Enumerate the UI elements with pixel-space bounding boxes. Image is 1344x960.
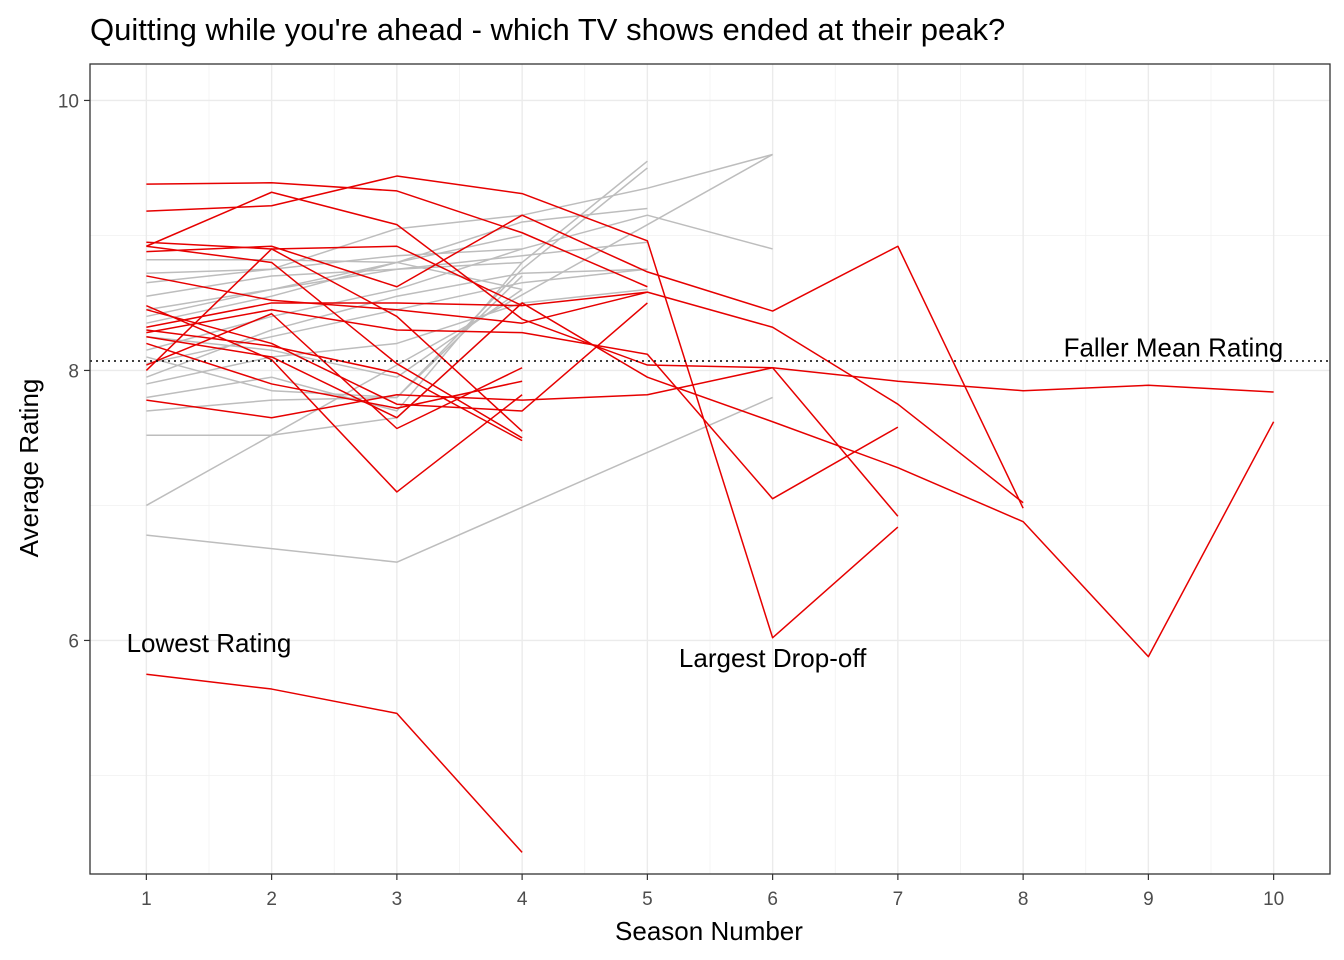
y-axis-ticks: 6 8 10 bbox=[58, 91, 90, 652]
series-line-gray bbox=[146, 288, 523, 378]
y-tick-label: 6 bbox=[68, 631, 79, 652]
series-line-red bbox=[146, 241, 523, 307]
x-tick-label: 5 bbox=[642, 889, 653, 910]
series-line-gray bbox=[146, 248, 523, 284]
x-tick-label: 8 bbox=[1018, 889, 1029, 910]
series-line-gray bbox=[145, 153, 773, 507]
chart-title: Quitting while you're ahead - which TV s… bbox=[90, 12, 1005, 47]
x-tick-label: 4 bbox=[517, 889, 528, 910]
annotation-label: Largest Drop-off bbox=[679, 643, 867, 673]
annotation-label: Faller Mean Rating bbox=[1064, 333, 1284, 363]
annotations: Lowest Rating Largest Drop-off Faller Mean… bbox=[127, 333, 1284, 674]
series-line-red bbox=[146, 367, 899, 517]
x-tick-label: 1 bbox=[141, 889, 152, 910]
y-tick-label: 8 bbox=[68, 361, 79, 382]
series-line-red bbox=[146, 291, 648, 328]
series-red-group bbox=[145, 175, 1275, 853]
x-tick-label: 10 bbox=[1263, 889, 1284, 910]
x-axis-ticks: 1 2 3 4 5 6 7 8 9 10 bbox=[141, 874, 1284, 910]
annotation-label: Lowest Rating bbox=[127, 628, 292, 658]
series-line-gray bbox=[146, 234, 523, 311]
series-line-red bbox=[146, 191, 1274, 393]
series-line-gray bbox=[146, 288, 648, 385]
series-line-red bbox=[146, 245, 523, 439]
series-line-gray bbox=[146, 160, 648, 412]
y-tick-label: 10 bbox=[58, 91, 79, 112]
series-line-red bbox=[146, 342, 523, 409]
y-axis-title: Average Rating bbox=[14, 379, 44, 558]
series-line-red bbox=[146, 275, 1024, 504]
series-line-red bbox=[146, 175, 899, 639]
series-line-red bbox=[145, 248, 523, 432]
series-line-red bbox=[146, 673, 523, 853]
x-tick-label: 3 bbox=[392, 889, 403, 910]
series-line-red bbox=[146, 304, 523, 493]
x-tick-label: 9 bbox=[1143, 889, 1154, 910]
series-line-red bbox=[146, 302, 1275, 658]
series-line-red bbox=[146, 308, 899, 500]
series-line-gray bbox=[146, 396, 773, 563]
series-line-red bbox=[146, 302, 648, 412]
series-line-red bbox=[146, 182, 648, 288]
series-line-red bbox=[146, 214, 1024, 509]
series-line-gray bbox=[146, 261, 523, 318]
x-tick-label: 6 bbox=[767, 889, 778, 910]
x-axis-title: Season Number bbox=[615, 916, 803, 946]
x-tick-label: 2 bbox=[266, 889, 277, 910]
grid bbox=[90, 64, 1330, 874]
plot-panel-border bbox=[89, 63, 1331, 875]
series-line-gray bbox=[146, 167, 648, 399]
x-tick-label: 7 bbox=[893, 889, 904, 910]
